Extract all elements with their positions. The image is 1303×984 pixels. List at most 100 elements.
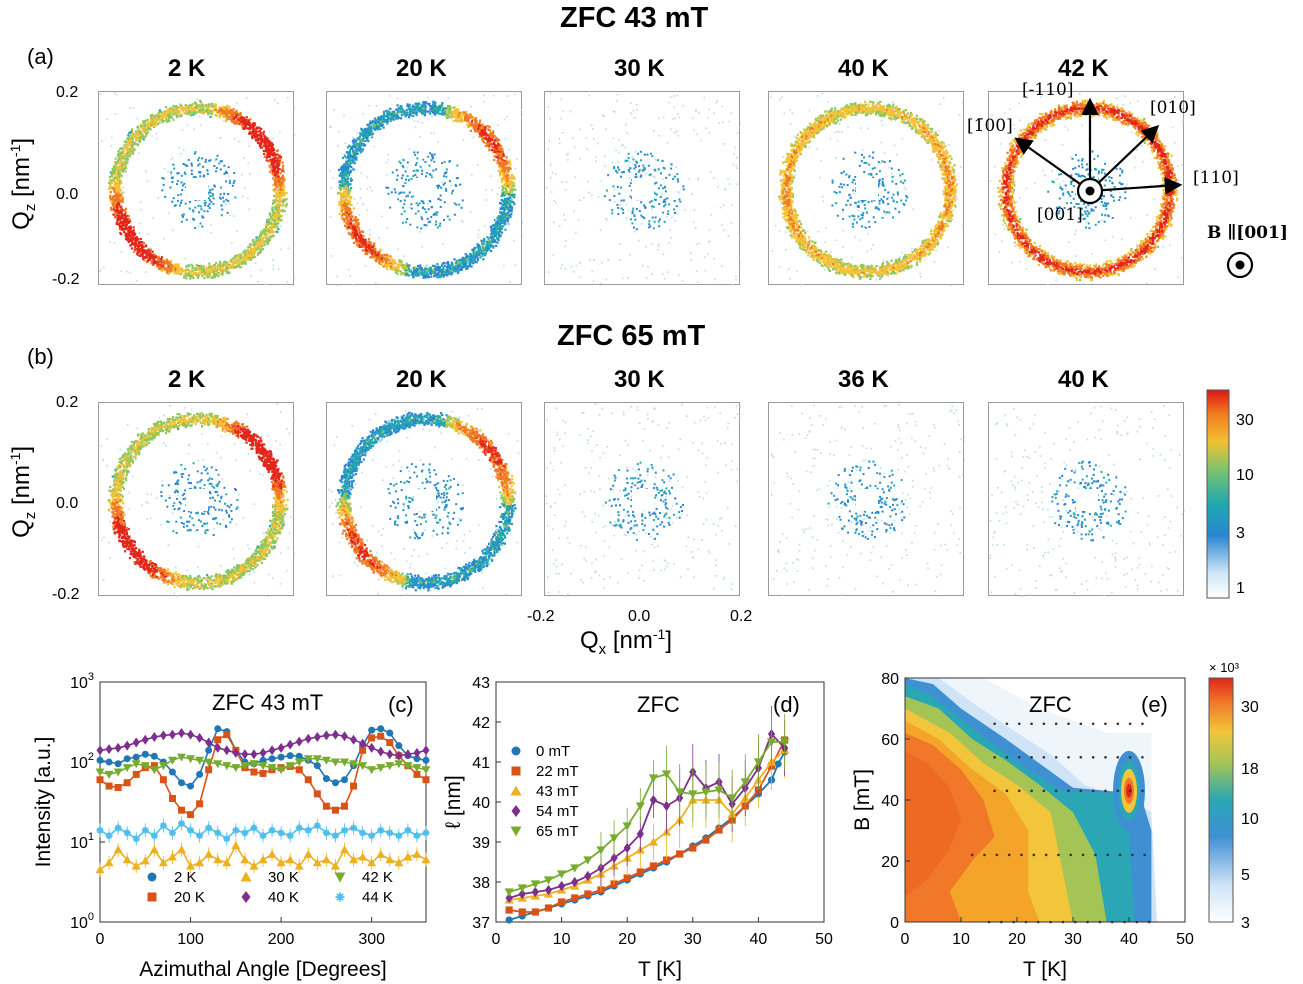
- legend-item: 22 mT: [511, 763, 579, 780]
- measurement-point: [1118, 853, 1122, 857]
- measurement-point: [1005, 722, 1009, 726]
- series-42K: [95, 753, 431, 779]
- measurement-point: [1042, 756, 1046, 759]
- measurement-point: [983, 853, 986, 857]
- qx-tick-left: -0.2: [527, 608, 555, 626]
- legend-item: 65 mT: [510, 823, 579, 840]
- sans-detector-panel: [544, 91, 743, 288]
- measurement-point: [1141, 722, 1144, 726]
- x-axis-label: T [K]: [638, 958, 682, 981]
- tick-label: 38: [472, 875, 490, 892]
- measurement-point: [1110, 920, 1114, 924]
- qz-tick-a-top: 0.2: [56, 84, 78, 102]
- sans-detector-panel: [988, 402, 1187, 597]
- panel-temp-label: 20 K: [396, 55, 447, 83]
- series-22mT: [505, 736, 789, 916]
- tick-label: 30: [1064, 931, 1082, 948]
- tick-label: 37: [472, 915, 490, 932]
- measurement-point: [1128, 756, 1132, 759]
- sans-cbar-tick-10: 10: [1236, 467, 1254, 485]
- tick-label: 20: [1008, 931, 1026, 948]
- measurement-point: [1057, 853, 1060, 857]
- heatmap-colorbar: [1208, 677, 1234, 923]
- direction-arrows: [1014, 97, 1254, 279]
- sans-detector-panel: [326, 91, 524, 287]
- tick-label: 60: [881, 732, 899, 749]
- measurement-point: [1067, 756, 1070, 759]
- tick-label: 300: [358, 931, 385, 948]
- tick-label: 18: [1241, 761, 1259, 778]
- legend-item: 44 K: [335, 889, 393, 906]
- tick-label: 10: [553, 931, 571, 948]
- measurement-point: [993, 722, 996, 726]
- measurement-point: [1005, 756, 1009, 759]
- measurement-point: [1000, 920, 1003, 924]
- measurement-point: [1094, 853, 1097, 857]
- field-annotation: B ∥[001]: [1207, 223, 1288, 243]
- panel-temp-label: 30 K: [614, 366, 665, 394]
- tick-label: 100: [70, 911, 94, 932]
- measurement-point: [1032, 853, 1036, 857]
- tick-label: 40: [472, 795, 490, 812]
- measurement-point: [1104, 789, 1107, 793]
- series-40K: [96, 728, 430, 761]
- measurement-point: [970, 853, 974, 857]
- measurement-point: [1042, 722, 1046, 726]
- tick-label: 5: [1241, 867, 1250, 884]
- tick-label: 200: [268, 931, 295, 948]
- measurement-point: [1079, 722, 1083, 726]
- measurement-point: [1042, 789, 1046, 793]
- measurement-point: [993, 756, 996, 759]
- tick-label: 40: [881, 793, 899, 810]
- measurement-point: [1081, 853, 1085, 857]
- measurement-point: [1054, 756, 1058, 759]
- chart-title: ZFC 43 mT: [212, 690, 323, 715]
- qz-axis-label-a: Qz [nm-1]: [7, 109, 39, 259]
- measurement-point: [1091, 722, 1095, 726]
- measurement-point: [1104, 722, 1107, 726]
- tick-label: 39: [472, 835, 490, 852]
- measurement-point: [1106, 853, 1110, 857]
- measurement-point: [1141, 756, 1144, 759]
- legend-item: 0 mT: [511, 743, 570, 760]
- measurement-point: [1116, 789, 1120, 793]
- x-axis-label: T [K]: [1023, 958, 1067, 981]
- measurement-point: [1012, 920, 1015, 924]
- sans-detector-panel: [98, 91, 296, 287]
- chart-title: ZFC: [1029, 692, 1072, 717]
- chart-title: ZFC: [637, 692, 680, 717]
- legend-item: 43 mT: [510, 783, 579, 800]
- measurement-point: [1017, 789, 1021, 793]
- measurement-point: [1128, 789, 1132, 793]
- measurement-point: [1079, 789, 1083, 793]
- tick-label: 50: [1176, 931, 1194, 948]
- qz-tick-b-top: 0.2: [56, 394, 78, 412]
- panel-temp-label: 20 K: [396, 366, 447, 394]
- tick-label: 0: [492, 931, 501, 948]
- arrow-bar100: [1014, 137, 1091, 192]
- qz-tick-a-bot: -0.2: [52, 271, 80, 289]
- row-a-label: (a): [27, 44, 54, 70]
- series-44K: [96, 816, 430, 846]
- tick-label: 30: [1241, 699, 1259, 716]
- sans-detector-panel: [544, 402, 742, 597]
- chart-e: 0 10 20 30 40 50 0 20 40 60 80 ZFC (e) T [K] B [mT] 30 1…: [851, 660, 1259, 981]
- measurement-point: [1030, 789, 1033, 793]
- measurement-point: [993, 789, 996, 793]
- legend-item: 42 K: [334, 869, 393, 886]
- measurement-point: [1017, 722, 1021, 726]
- sans-cbar-tick-30: 30: [1236, 412, 1254, 430]
- measurement-point: [1116, 722, 1120, 726]
- legend-item: 2 K: [147, 869, 197, 886]
- measurement-point: [1086, 920, 1089, 924]
- series-2K: [96, 725, 430, 790]
- panel-temp-label: 30 K: [614, 55, 665, 83]
- measurement-point: [1067, 789, 1070, 793]
- sans-detector-panel: [768, 402, 966, 599]
- dir-label-110: [110]: [1193, 168, 1239, 188]
- tick-label: 0: [890, 915, 899, 932]
- measurement-point: [1044, 853, 1048, 857]
- tick-label: 3: [1241, 915, 1250, 932]
- dir-label-010: [010]: [1150, 98, 1196, 118]
